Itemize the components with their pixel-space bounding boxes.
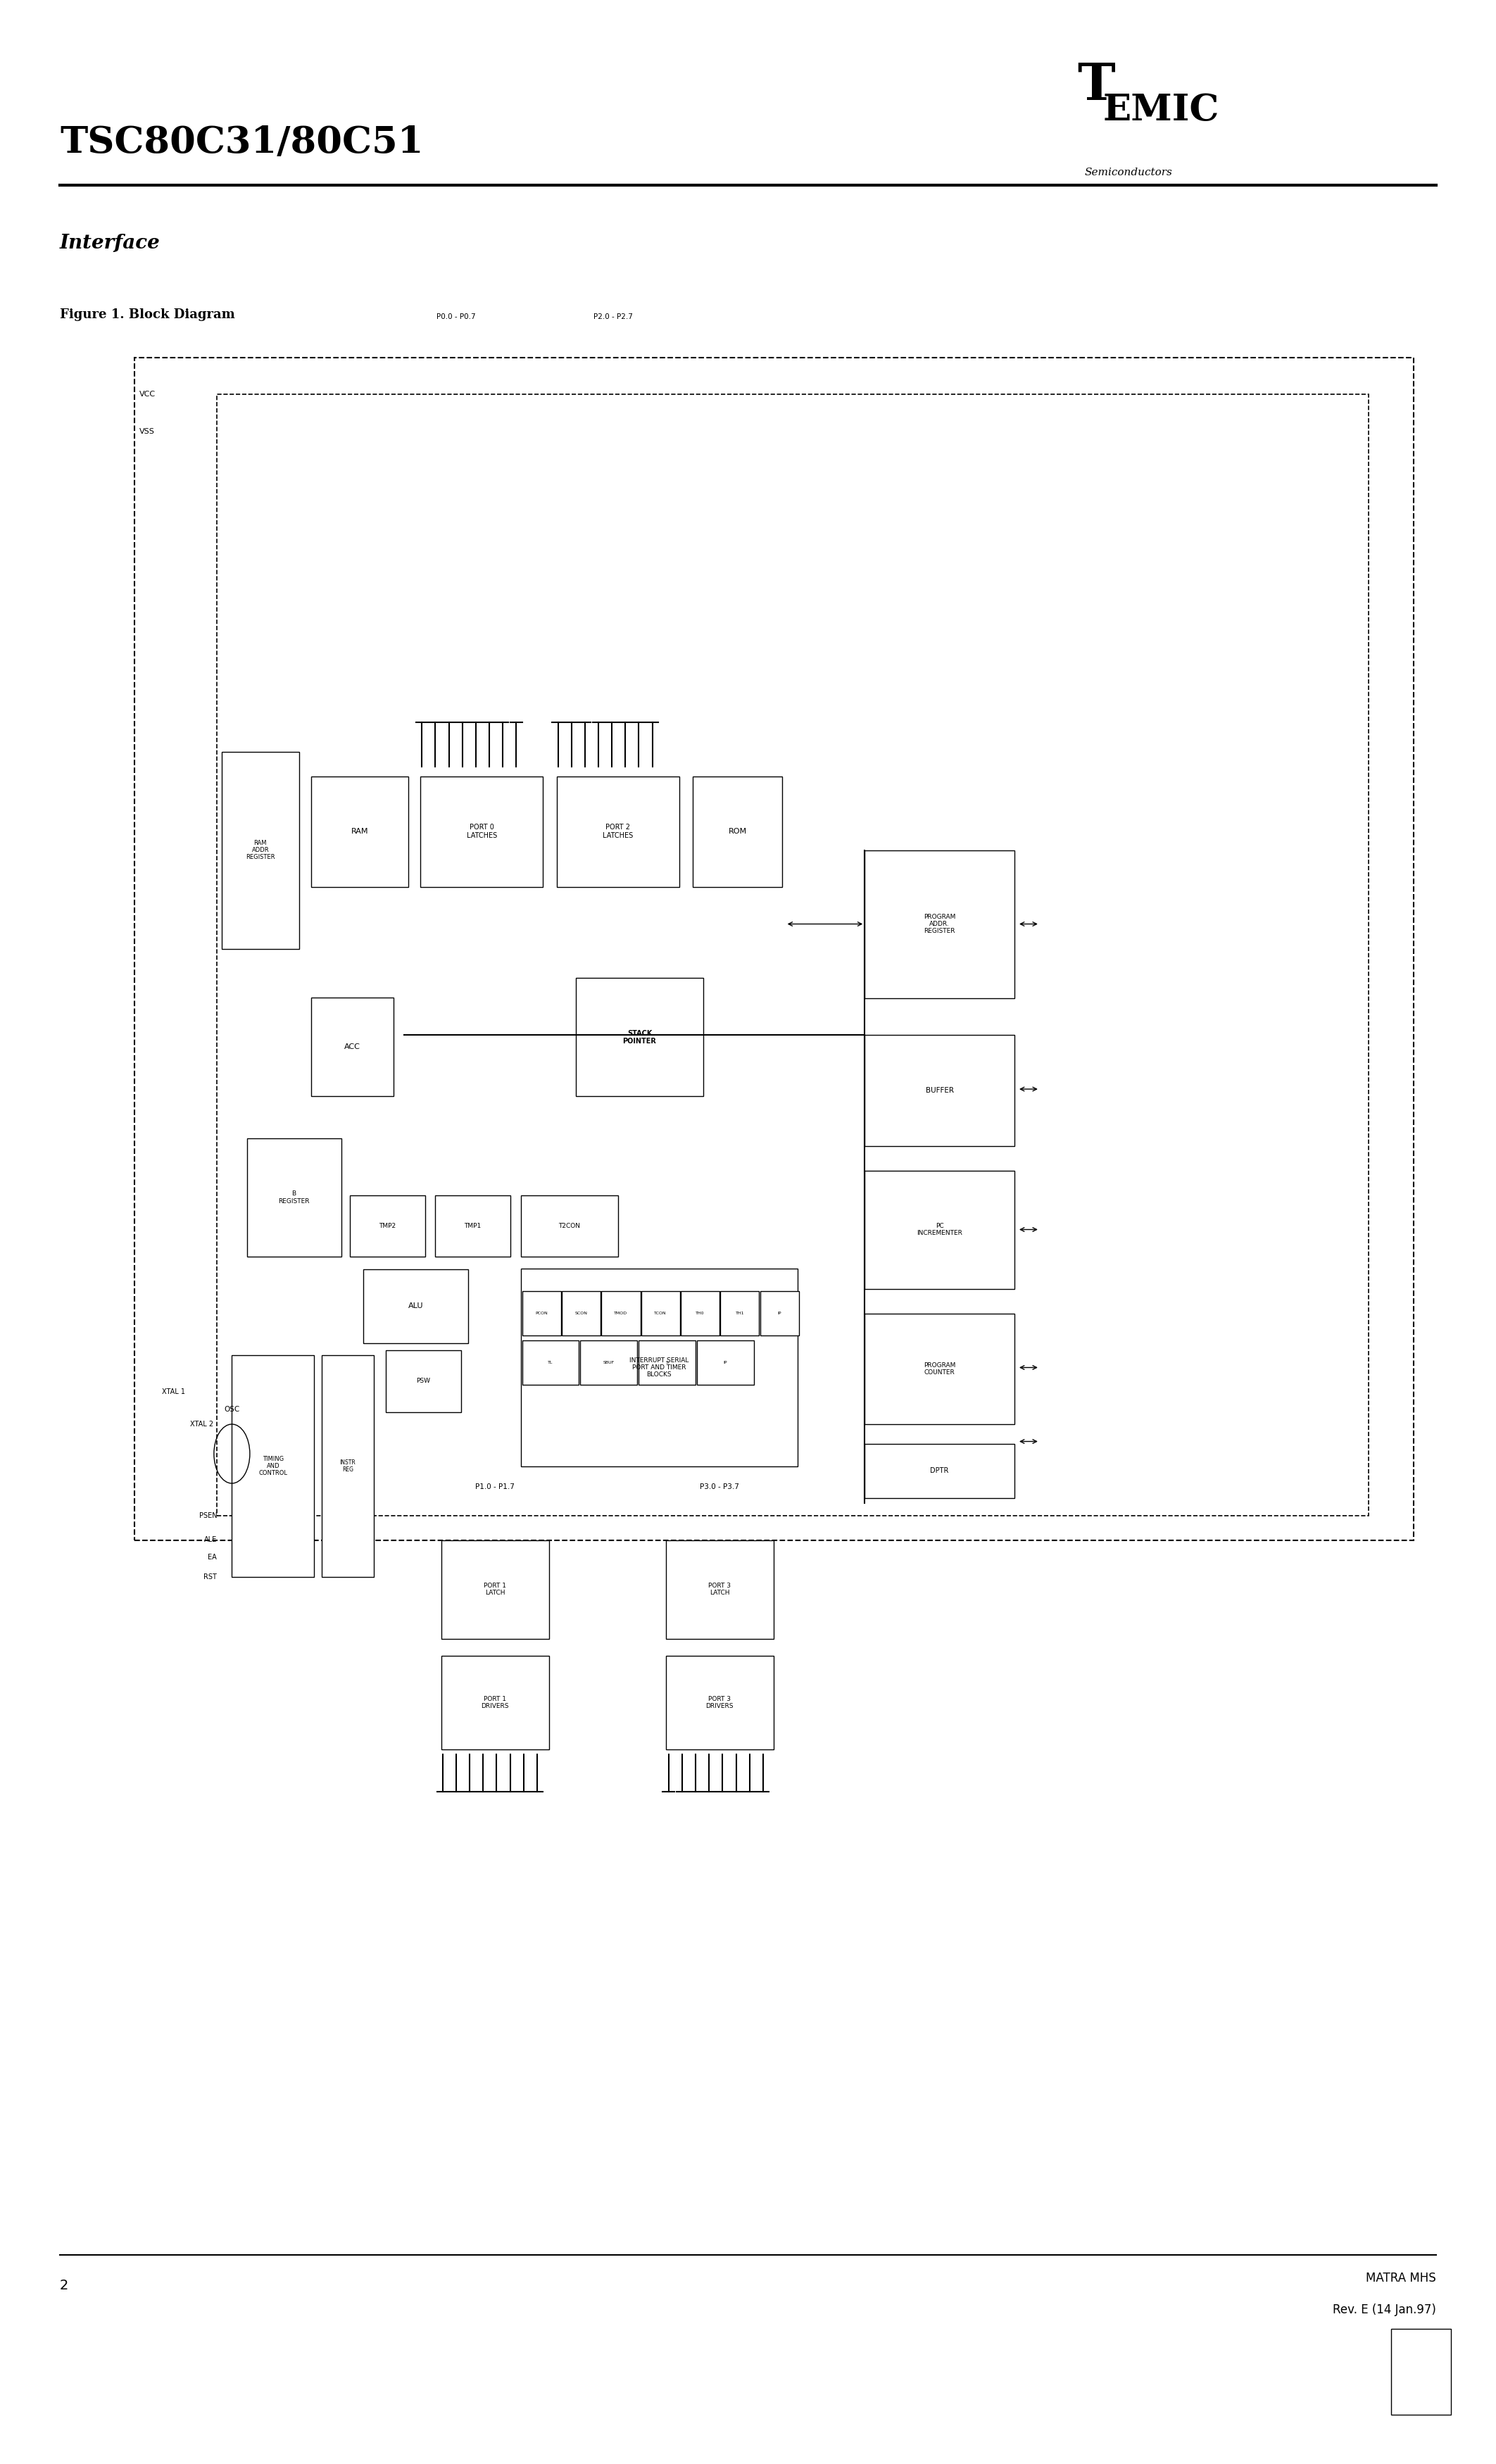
FancyBboxPatch shape [521, 1269, 797, 1466]
FancyBboxPatch shape [865, 1444, 1014, 1498]
Text: Rev. E (14 Jan.97): Rev. E (14 Jan.97) [1333, 2304, 1436, 2316]
Text: TIMING
AND
CONTROL: TIMING AND CONTROL [259, 1456, 287, 1476]
Text: PORT 1
LATCH: PORT 1 LATCH [483, 1582, 507, 1597]
FancyBboxPatch shape [557, 776, 679, 887]
Text: PSW: PSW [416, 1377, 431, 1385]
Text: 2: 2 [60, 2279, 69, 2292]
Text: P3.0 - P3.7: P3.0 - P3.7 [700, 1483, 739, 1491]
Text: B
REGISTER: B REGISTER [278, 1190, 310, 1205]
Text: RST: RST [203, 1574, 217, 1579]
Text: TH1: TH1 [736, 1311, 744, 1316]
Text: P1.0 - P1.7: P1.0 - P1.7 [476, 1483, 515, 1491]
Text: Interface: Interface [60, 234, 160, 254]
FancyBboxPatch shape [865, 850, 1014, 998]
Text: TMP2: TMP2 [378, 1222, 396, 1230]
FancyBboxPatch shape [441, 1656, 549, 1749]
Text: PROGRAM
COUNTER: PROGRAM COUNTER [923, 1363, 956, 1375]
FancyBboxPatch shape [721, 1291, 760, 1335]
FancyBboxPatch shape [521, 1195, 618, 1257]
FancyBboxPatch shape [522, 1340, 579, 1385]
FancyBboxPatch shape [697, 1340, 754, 1385]
FancyBboxPatch shape [693, 776, 782, 887]
Text: ALU: ALU [408, 1303, 423, 1308]
FancyBboxPatch shape [639, 1340, 696, 1385]
FancyBboxPatch shape [311, 998, 393, 1096]
FancyBboxPatch shape [865, 1035, 1014, 1146]
FancyBboxPatch shape [441, 1540, 549, 1639]
FancyBboxPatch shape [386, 1350, 461, 1412]
Text: XTAL 2: XTAL 2 [190, 1422, 214, 1427]
FancyBboxPatch shape [435, 1195, 510, 1257]
Text: PORT 2
LATCHES: PORT 2 LATCHES [603, 823, 633, 840]
Text: P2.0 - P2.7: P2.0 - P2.7 [594, 313, 633, 320]
FancyBboxPatch shape [562, 1291, 601, 1335]
Text: INTERRUPT SERIAL
PORT AND TIMER
BLOCKS: INTERRUPT SERIAL PORT AND TIMER BLOCKS [630, 1358, 688, 1377]
FancyBboxPatch shape [576, 978, 703, 1096]
Text: IP: IP [778, 1311, 781, 1316]
Text: PORT 3
LATCH: PORT 3 LATCH [708, 1582, 732, 1597]
Text: TH0: TH0 [696, 1311, 705, 1316]
Text: T: T [1077, 62, 1115, 111]
FancyBboxPatch shape [420, 776, 543, 887]
FancyBboxPatch shape [522, 1291, 561, 1335]
Text: EMIC: EMIC [1103, 91, 1219, 128]
Text: TMP1: TMP1 [464, 1222, 482, 1230]
Text: OSC: OSC [224, 1407, 239, 1412]
Text: PORT 0
LATCHES: PORT 0 LATCHES [467, 823, 497, 840]
Text: VCC: VCC [139, 392, 156, 397]
FancyBboxPatch shape [640, 1291, 679, 1335]
FancyBboxPatch shape [601, 1291, 640, 1335]
FancyBboxPatch shape [311, 776, 408, 887]
FancyBboxPatch shape [322, 1355, 374, 1577]
Text: SCON: SCON [574, 1311, 588, 1316]
Text: TCON: TCON [654, 1311, 667, 1316]
FancyBboxPatch shape [232, 1355, 314, 1577]
Text: IP: IP [724, 1360, 727, 1365]
Text: RAM
ADDR
REGISTER: RAM ADDR REGISTER [245, 840, 275, 860]
Text: BUFFER: BUFFER [926, 1087, 953, 1094]
FancyBboxPatch shape [760, 1291, 799, 1335]
FancyBboxPatch shape [350, 1195, 425, 1257]
FancyBboxPatch shape [666, 1656, 773, 1749]
Text: EA: EA [208, 1555, 217, 1560]
Text: SBUF: SBUF [603, 1360, 615, 1365]
Text: MATRA MHS: MATRA MHS [1366, 2272, 1436, 2284]
Text: TMOD: TMOD [615, 1311, 628, 1316]
FancyBboxPatch shape [580, 1340, 637, 1385]
Text: PROGRAM
ADDR.
REGISTER: PROGRAM ADDR. REGISTER [923, 914, 956, 934]
FancyBboxPatch shape [247, 1138, 341, 1257]
Text: PC
INCREMENTER: PC INCREMENTER [917, 1222, 962, 1237]
Text: INSTR
REG: INSTR REG [340, 1459, 356, 1473]
FancyBboxPatch shape [681, 1291, 720, 1335]
Text: PORT 1
DRIVERS: PORT 1 DRIVERS [482, 1695, 509, 1710]
Text: Semiconductors: Semiconductors [1085, 168, 1173, 177]
FancyBboxPatch shape [1391, 2328, 1451, 2415]
Text: ALE: ALE [203, 1538, 217, 1542]
FancyBboxPatch shape [221, 752, 299, 949]
Text: DPTR: DPTR [931, 1469, 948, 1473]
Text: PCON: PCON [536, 1311, 548, 1316]
Text: PSEN: PSEN [199, 1513, 217, 1518]
FancyBboxPatch shape [217, 394, 1369, 1515]
FancyBboxPatch shape [865, 1170, 1014, 1289]
FancyBboxPatch shape [364, 1269, 468, 1343]
FancyBboxPatch shape [666, 1540, 773, 1639]
Text: TSC80C31/80C51: TSC80C31/80C51 [60, 123, 423, 160]
Text: RAM: RAM [352, 828, 368, 835]
FancyBboxPatch shape [865, 1313, 1014, 1424]
Text: ROM: ROM [729, 828, 747, 835]
Text: XTAL 1: XTAL 1 [162, 1390, 186, 1395]
Text: PORT 3
DRIVERS: PORT 3 DRIVERS [706, 1695, 733, 1710]
Text: T2CON: T2CON [558, 1222, 580, 1230]
Text: VSS: VSS [139, 429, 154, 434]
Text: P0.0 - P0.7: P0.0 - P0.7 [437, 313, 476, 320]
Text: STACK
POINTER: STACK POINTER [622, 1030, 657, 1045]
Text: TL: TL [548, 1360, 554, 1365]
Text: Figure 1. Block Diagram: Figure 1. Block Diagram [60, 308, 235, 320]
Text: ACC: ACC [344, 1045, 361, 1050]
Text: S: S [666, 1360, 669, 1365]
FancyBboxPatch shape [135, 357, 1414, 1540]
